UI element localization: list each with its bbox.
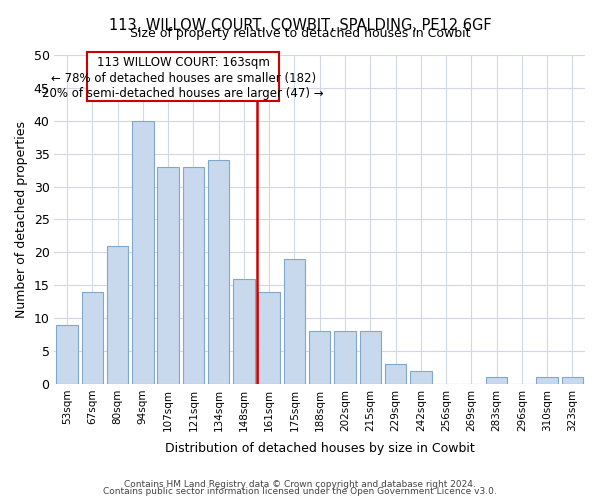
Text: Contains HM Land Registry data © Crown copyright and database right 2024.: Contains HM Land Registry data © Crown c… xyxy=(124,480,476,489)
Bar xyxy=(132,121,154,384)
Bar xyxy=(233,278,254,384)
Bar xyxy=(107,246,128,384)
Text: 113 WILLOW COURT: 163sqm: 113 WILLOW COURT: 163sqm xyxy=(97,56,270,68)
Bar xyxy=(486,378,508,384)
Bar xyxy=(284,259,305,384)
Bar xyxy=(562,378,583,384)
Bar xyxy=(359,332,381,384)
Bar xyxy=(385,364,406,384)
Text: 20% of semi-detached houses are larger (47) →: 20% of semi-detached houses are larger (… xyxy=(43,86,324,100)
Text: Contains public sector information licensed under the Open Government Licence v3: Contains public sector information licen… xyxy=(103,487,497,496)
Bar xyxy=(309,332,331,384)
Bar xyxy=(259,292,280,384)
X-axis label: Distribution of detached houses by size in Cowbit: Distribution of detached houses by size … xyxy=(165,442,475,455)
Bar xyxy=(56,324,78,384)
Bar xyxy=(82,292,103,384)
Text: 113, WILLOW COURT, COWBIT, SPALDING, PE12 6GF: 113, WILLOW COURT, COWBIT, SPALDING, PE1… xyxy=(109,18,491,32)
Bar xyxy=(157,167,179,384)
Bar xyxy=(208,160,229,384)
Text: ← 78% of detached houses are smaller (182): ← 78% of detached houses are smaller (18… xyxy=(51,72,316,85)
Bar xyxy=(536,378,558,384)
Text: Size of property relative to detached houses in Cowbit: Size of property relative to detached ho… xyxy=(130,28,470,40)
Bar xyxy=(410,370,431,384)
Y-axis label: Number of detached properties: Number of detached properties xyxy=(15,121,28,318)
Bar xyxy=(334,332,356,384)
Bar xyxy=(182,167,204,384)
